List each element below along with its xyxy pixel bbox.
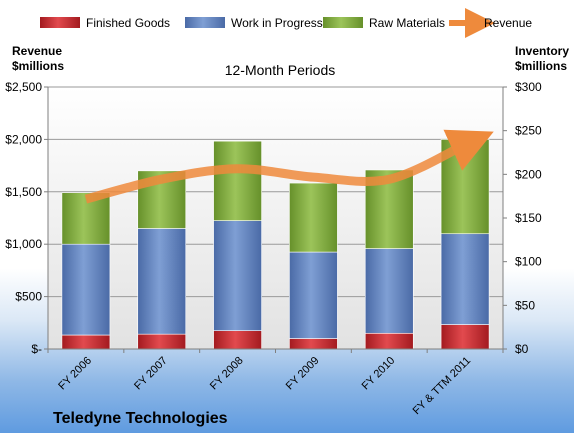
bar-work-in-progress [213, 220, 262, 331]
bar-work-in-progress [364, 248, 414, 334]
x-category-label: FY & TTM 2011 [411, 355, 474, 418]
bar-work-in-progress [61, 243, 111, 336]
legend-label-work-in-progress: Work in Progress [231, 16, 323, 30]
right-axis-title-line2: $millions [515, 59, 567, 73]
legend-label-raw-materials: Raw Materials [369, 16, 445, 30]
legend-swatch-work-in-progress [185, 17, 225, 28]
bar-finished-goods [364, 332, 414, 350]
left-axis-title-line1: Revenue [12, 44, 62, 58]
left-tick-label: $2,500 [5, 80, 42, 94]
right-tick-label: $150 [515, 211, 542, 225]
right-tick-label: $250 [515, 124, 542, 138]
chart-title: 12-Month Periods [225, 62, 336, 78]
bar-work-in-progress [440, 233, 490, 325]
right-tick-label: $0 [515, 342, 529, 356]
bar-finished-goods [289, 338, 338, 350]
legend: Finished Goods Work in Progress Raw Mate… [40, 8, 532, 38]
bar-raw-materials [289, 182, 338, 253]
x-category-label: FY 2007 [132, 355, 170, 393]
bar-finished-goods [440, 324, 490, 350]
right-tick-label: $200 [515, 167, 542, 181]
right-axis-title-line1: Inventory [515, 44, 569, 58]
left-tick-label: $1,000 [5, 237, 42, 251]
bar-finished-goods [213, 330, 262, 350]
x-category-label: FY 2006 [56, 355, 94, 393]
bar-finished-goods [61, 334, 111, 350]
bar-work-in-progress [289, 251, 338, 339]
x-category-label: FY 2008 [208, 355, 246, 393]
revenue-line-path [84, 129, 494, 204]
company-name: Teledyne Technologies [53, 410, 228, 427]
bar-raw-materials [213, 140, 262, 221]
right-tick-label: $50 [515, 298, 535, 312]
left-tick-label: $500 [15, 290, 42, 304]
plot-area [48, 87, 503, 349]
left-tick-label: $1,500 [5, 185, 42, 199]
left-tick-label: $2,000 [5, 132, 42, 146]
legend-swatch-finished-goods [40, 17, 80, 28]
bar-finished-goods [137, 333, 187, 350]
left-tick-label: $- [31, 342, 42, 356]
right-tick-label: $300 [515, 80, 542, 94]
right-tick-label: $100 [515, 255, 542, 269]
left-axis-title-line2: $millions [12, 59, 64, 73]
bar-raw-materials [61, 192, 111, 245]
legend-label-revenue: Revenue [484, 16, 532, 30]
bars [61, 139, 490, 350]
legend-label-finished-goods: Finished Goods [86, 16, 170, 30]
revenue-line [84, 129, 494, 204]
x-category-label: FY 2009 [284, 355, 322, 393]
x-category-label: FY 2010 [360, 355, 398, 393]
bar-work-in-progress [137, 228, 187, 335]
legend-swatch-raw-materials [323, 17, 363, 28]
